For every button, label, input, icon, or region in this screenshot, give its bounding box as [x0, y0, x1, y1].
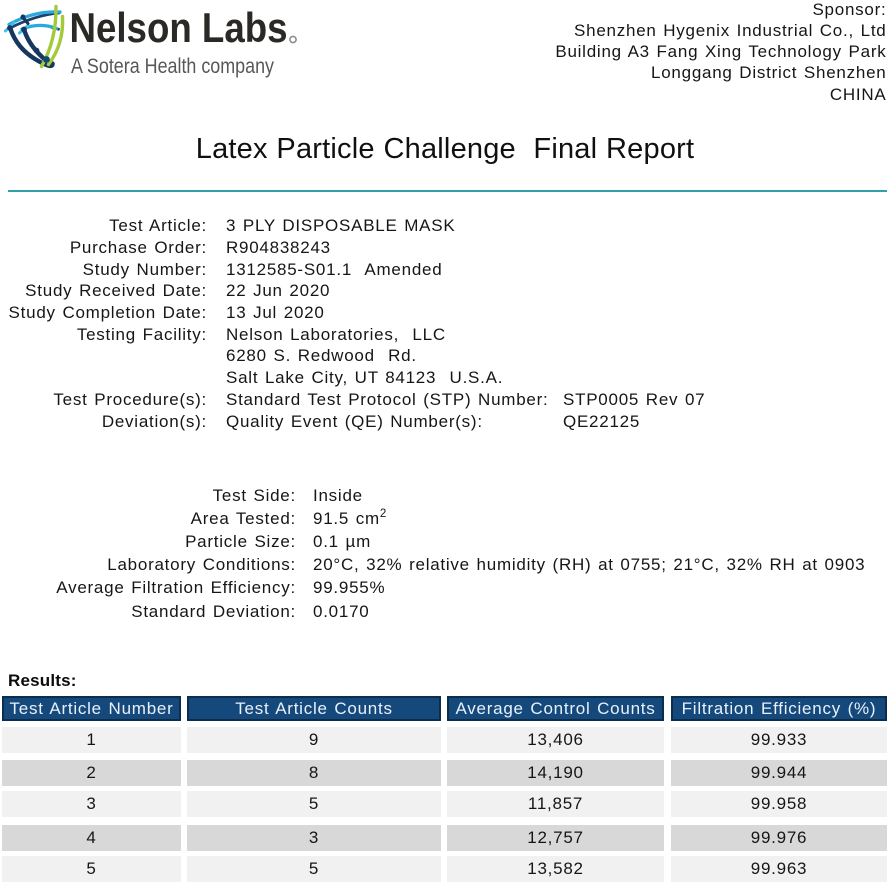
svg-text:A Sotera Health company: A Sotera Health company [71, 55, 274, 78]
svg-text:Nelson Labs: Nelson Labs [70, 4, 288, 51]
